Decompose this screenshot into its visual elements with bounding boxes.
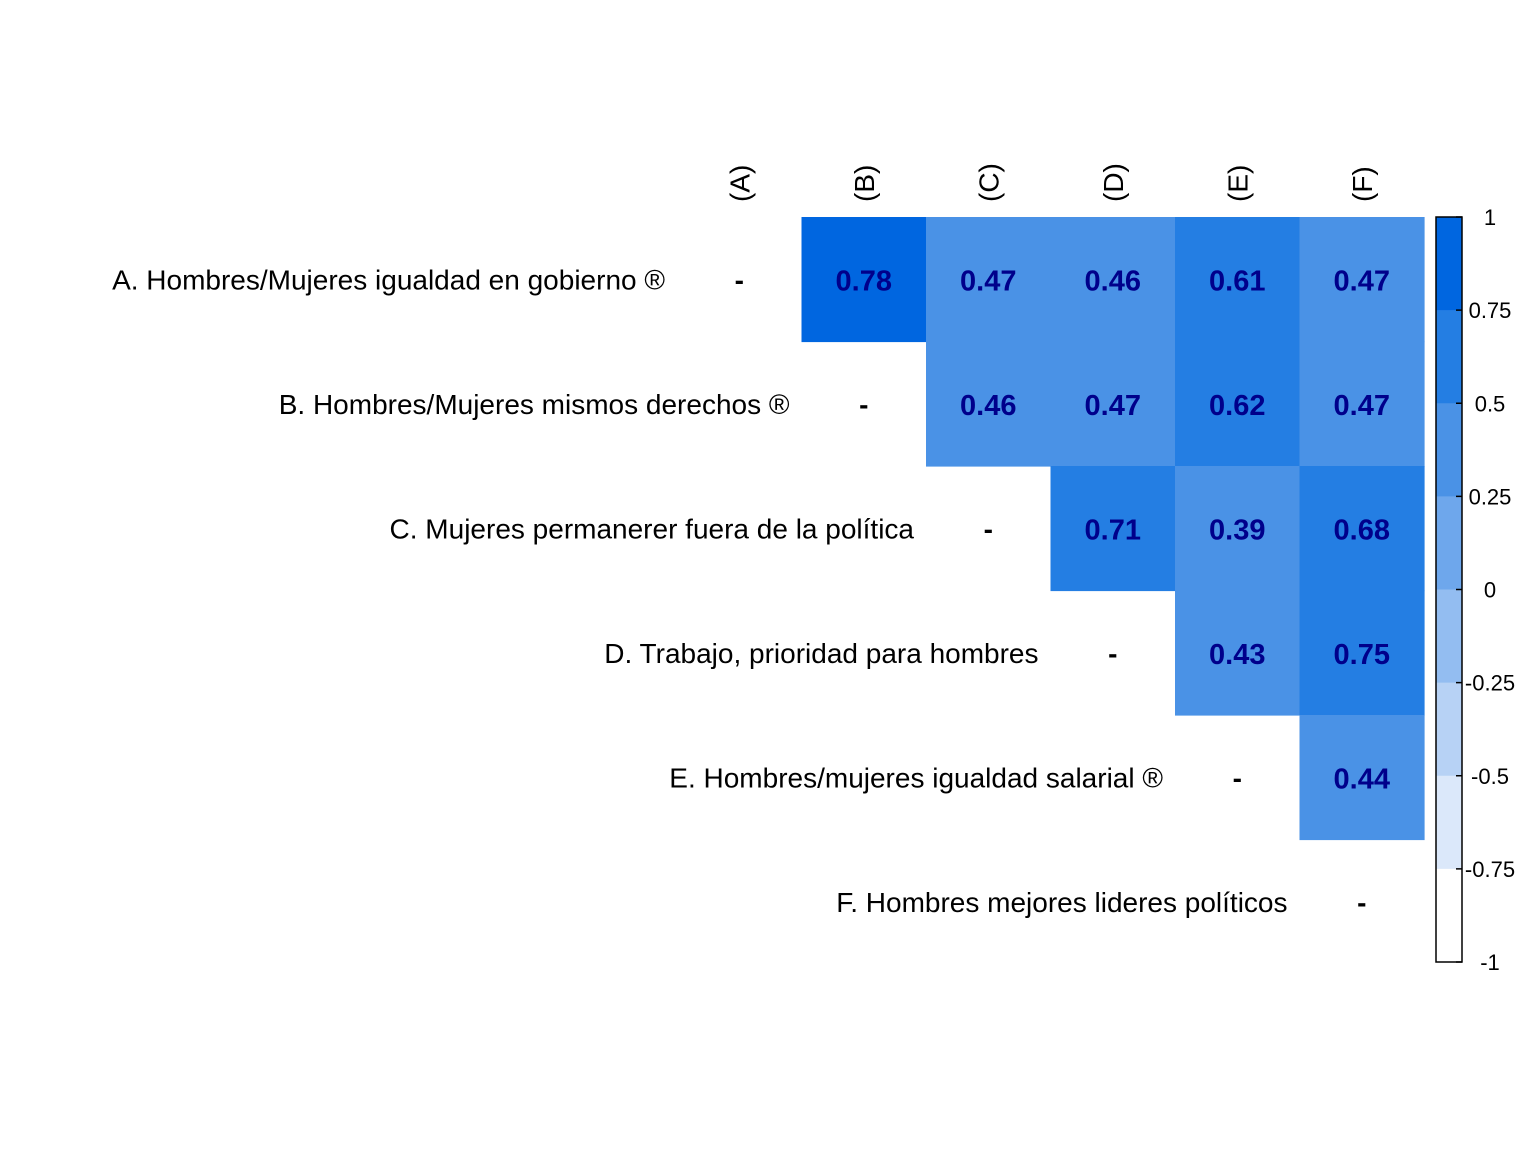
cell-value-label: 0.71 [1085,514,1141,546]
cell-value-label: 0.78 [836,265,892,297]
diagonal-dash: - [1357,887,1366,918]
column-label: (A) [724,165,755,202]
heatmap-cell-A-B [801,217,927,343]
heatmap-cell-A-D [1050,217,1176,343]
heatmap-cell-A-C [926,217,1052,343]
colorbar-tick-label: -0.25 [1465,671,1515,696]
heatmap-cell-B-C [926,341,1052,467]
colorbar-bin [1436,403,1462,497]
cell-value-label: 0.62 [1209,390,1265,422]
diagonal-dash: - [1233,762,1242,793]
column-label: (B) [849,165,880,202]
row-label: C. Mujeres permanerer fuera de la políti… [390,513,915,544]
row-label: B. Hombres/Mujeres mismos derechos ® [279,389,790,420]
heatmap-cell-E-F [1299,715,1425,841]
heatmap-cell-D-F [1299,590,1425,716]
heatmap-labels: - 0.78 0.47 0.46 0.61 0.47 - 0.46 0.47 0.62 0.47 - 0… [112,163,1390,918]
heatmap-cell-B-E [1175,341,1301,467]
heatmap-cell-B-D [1050,341,1176,467]
colorbar-bin [1436,775,1462,870]
column-label: (C) [973,163,1004,202]
colorbar-tick-label: 0.25 [1469,484,1512,509]
colorbar-tick-label: 0.75 [1469,298,1512,323]
cell-value-label: 0.46 [960,390,1016,422]
cell-value-label: 0.47 [1334,390,1390,422]
row-label: D. Trabajo, prioridad para hombres [604,638,1038,669]
column-label: (D) [1098,163,1129,202]
diagonal-dash: - [1108,638,1117,669]
colorbar-bin [1436,310,1462,404]
heatmap-cells [801,217,1425,841]
diagonal-dash: - [984,513,993,544]
colorbar-bin [1436,682,1462,777]
column-label: (E) [1222,165,1253,202]
colorbar: 1 0.75 0.5 0.25 0 -0.25 -0.5 -0.75 -1 [1435,205,1515,975]
cell-value-label: 0.68 [1334,514,1390,546]
row-label: E. Hombres/mujeres igualdad salarial ® [669,762,1163,793]
cell-value-label: 0.47 [1085,390,1141,422]
heatmap-cell-D-E [1175,590,1301,716]
heatmap-cell-B-F [1299,341,1425,467]
colorbar-bin [1436,868,1462,963]
column-label: (F) [1347,166,1378,202]
diagonal-dash: - [859,389,868,420]
cell-value-label: 0.46 [1085,265,1141,297]
colorbar-tick-label: -0.5 [1471,764,1509,789]
cell-value-label: 0.47 [960,265,1016,297]
heatmap-cell-A-F [1299,217,1425,343]
cell-value-label: 0.44 [1334,763,1390,795]
heatmap-cell-C-E [1175,466,1301,592]
heatmap-cell-A-E [1175,217,1301,343]
cell-value-label: 0.43 [1209,639,1265,671]
cell-value-label: 0.39 [1209,514,1265,546]
colorbar-tick-label: 0 [1484,578,1496,603]
colorbar-tick-label: 0.5 [1475,391,1506,416]
heatmap-cell-C-F [1299,466,1425,592]
cell-value-label: 0.47 [1334,265,1390,297]
colorbar-tick-label: -1 [1480,950,1500,975]
cell-value-label: 0.75 [1334,639,1390,671]
colorbar-tick-label: 1 [1484,205,1496,230]
colorbar-bin [1436,589,1462,684]
diagonal-dash: - [735,264,744,295]
cell-value-label: 0.61 [1209,265,1265,297]
colorbar-tick-label: -0.75 [1465,857,1515,882]
heatmap-cell-C-D [1050,466,1176,592]
colorbar-bin [1436,496,1462,590]
colorbar-bin [1436,217,1462,311]
row-label: A. Hombres/Mujeres igualdad en gobierno … [112,264,665,295]
row-label: F. Hombres mejores lideres políticos [836,887,1287,918]
